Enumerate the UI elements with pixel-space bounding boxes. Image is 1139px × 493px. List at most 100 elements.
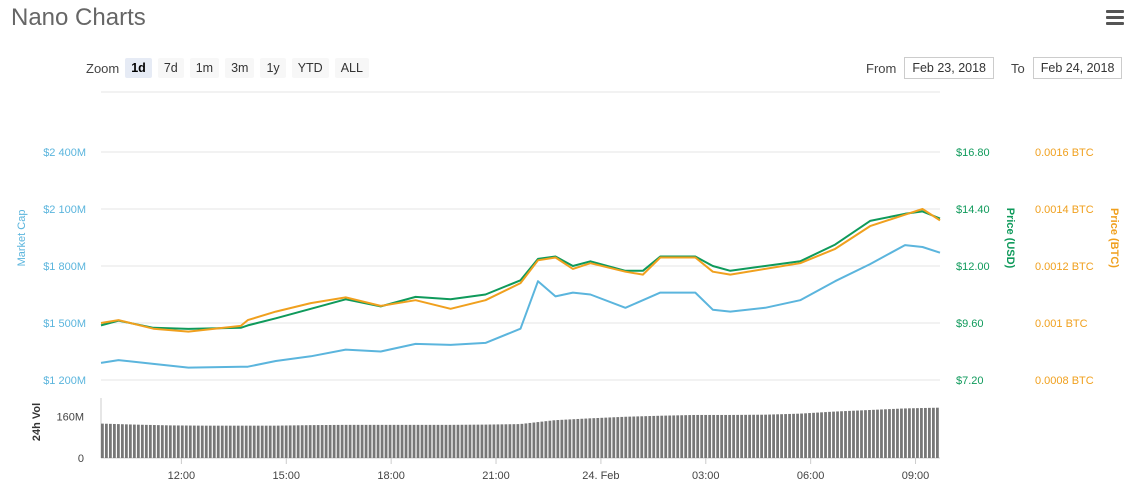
zoom-button-1y[interactable]: 1y: [260, 58, 286, 78]
price-btc-tick-label: 0.0016 BTC: [1035, 147, 1094, 159]
volume-bar: [544, 421, 548, 458]
volume-bar: [452, 424, 456, 458]
volume-bar: [592, 418, 596, 458]
volume-bar: [492, 424, 496, 458]
price-usd-line: [100, 210, 941, 330]
x-tick-label: 03:00: [692, 470, 720, 482]
zoom-button-1d[interactable]: 1d: [125, 58, 152, 78]
volume-bar: [184, 425, 188, 458]
volume-bar: [148, 424, 152, 458]
price-btc-tick-label: 0.001 BTC: [1035, 318, 1088, 330]
price-btc-tick-label: 0.0012 BTC: [1035, 261, 1094, 273]
market-cap-tick-label: $2 400M: [43, 147, 86, 159]
volume-bar: [372, 424, 376, 458]
volume-bar: [332, 424, 336, 458]
volume-bar: [700, 414, 704, 458]
volume-bar: [720, 414, 724, 458]
volume-bar: [768, 414, 771, 458]
volume-bar: [776, 414, 779, 458]
volume-bar: [676, 415, 680, 458]
volume-bar: [268, 425, 272, 458]
volume-bar: [740, 414, 744, 458]
volume-bar: [672, 415, 676, 458]
volume-bar: [208, 425, 212, 458]
volume-bar: [120, 424, 124, 458]
volume-bar: [628, 416, 632, 458]
volume-bar: [448, 424, 452, 458]
volume-bar: [260, 425, 264, 458]
volume-bar: [772, 414, 775, 458]
volume-bar: [160, 425, 164, 458]
volume-bar: [264, 425, 268, 458]
volume-bar: [284, 425, 288, 458]
page-title: Nano Charts: [11, 4, 146, 31]
volume-bar: [340, 424, 344, 458]
volume-bar: [860, 410, 863, 458]
volume-bar: [440, 424, 444, 458]
volume-bar: [640, 416, 644, 458]
volume-bar: [396, 424, 400, 458]
volume-bar: [764, 414, 768, 458]
volume-bar: [864, 410, 867, 458]
market-cap-tick-label: $2 100M: [43, 204, 86, 216]
volume-bar: [748, 414, 752, 458]
volume-bar: [528, 422, 532, 458]
volume-tick-label: 160M: [56, 411, 84, 423]
volume-bar: [488, 424, 492, 458]
market-cap-tick-label: $1 500M: [43, 318, 86, 330]
price-usd-tick-label: $14.40: [956, 204, 990, 216]
volume-bar: [832, 411, 835, 458]
volume-bar: [728, 414, 732, 458]
volume-bar: [540, 421, 544, 458]
volume-bar: [752, 414, 756, 458]
volume-bar: [608, 417, 612, 458]
volume-bar: [580, 418, 584, 458]
volume-bar: [168, 425, 172, 458]
volume-bar: [176, 425, 180, 458]
volume-bar: [104, 423, 108, 458]
volume-bar: [556, 420, 560, 458]
volume-bar: [600, 417, 604, 458]
zoom-button-3m[interactable]: 3m: [225, 58, 255, 78]
zoom-button-1m[interactable]: 1m: [189, 58, 220, 78]
volume-bar: [828, 411, 831, 458]
zoom-button-all[interactable]: ALL: [334, 58, 369, 78]
volume-bar: [584, 418, 588, 458]
volume-bar: [896, 408, 899, 458]
volume-bar: [200, 425, 204, 458]
zoom-button-ytd[interactable]: YTD: [291, 58, 329, 78]
volume-bar: [312, 425, 316, 458]
range-to-input[interactable]: Feb 24, 2018: [1032, 57, 1123, 79]
x-tick-label: 12:00: [168, 470, 196, 482]
market-cap-tick-label: $1 200M: [43, 375, 86, 387]
zoom-button-7d[interactable]: 7d: [157, 58, 184, 78]
volume-bar: [300, 425, 304, 458]
zoom-label: Zoom: [86, 60, 120, 76]
volume-bar: [128, 424, 132, 458]
volume-bar: [436, 424, 440, 458]
volume-bar: [684, 415, 688, 458]
volume-bar: [840, 411, 843, 458]
range-to: To Feb 24, 2018: [1011, 57, 1123, 79]
volume-bar: [196, 425, 200, 458]
volume-bar: [476, 424, 480, 458]
range-from-input[interactable]: Feb 23, 2018: [904, 57, 995, 79]
volume-bar: [236, 425, 240, 458]
volume-bar: [416, 424, 420, 458]
volume-bar: [504, 424, 508, 458]
hamburger-menu-icon[interactable]: [1106, 10, 1124, 26]
volume-bar: [736, 414, 740, 458]
market-cap-line: [100, 244, 941, 369]
volume-bar: [616, 417, 620, 458]
series-lines: [100, 208, 941, 369]
range-to-label: To: [1011, 60, 1025, 76]
volume-bar: [900, 408, 903, 458]
volume-bar: [460, 424, 464, 458]
volume-bar: [756, 414, 760, 458]
x-tick-label: 18:00: [377, 470, 405, 482]
x-tick-label: 21:00: [482, 470, 510, 482]
volume-bar: [536, 422, 540, 458]
volume-bar: [256, 425, 260, 458]
price-btc-axis-title: Price (BTC): [1108, 208, 1120, 268]
